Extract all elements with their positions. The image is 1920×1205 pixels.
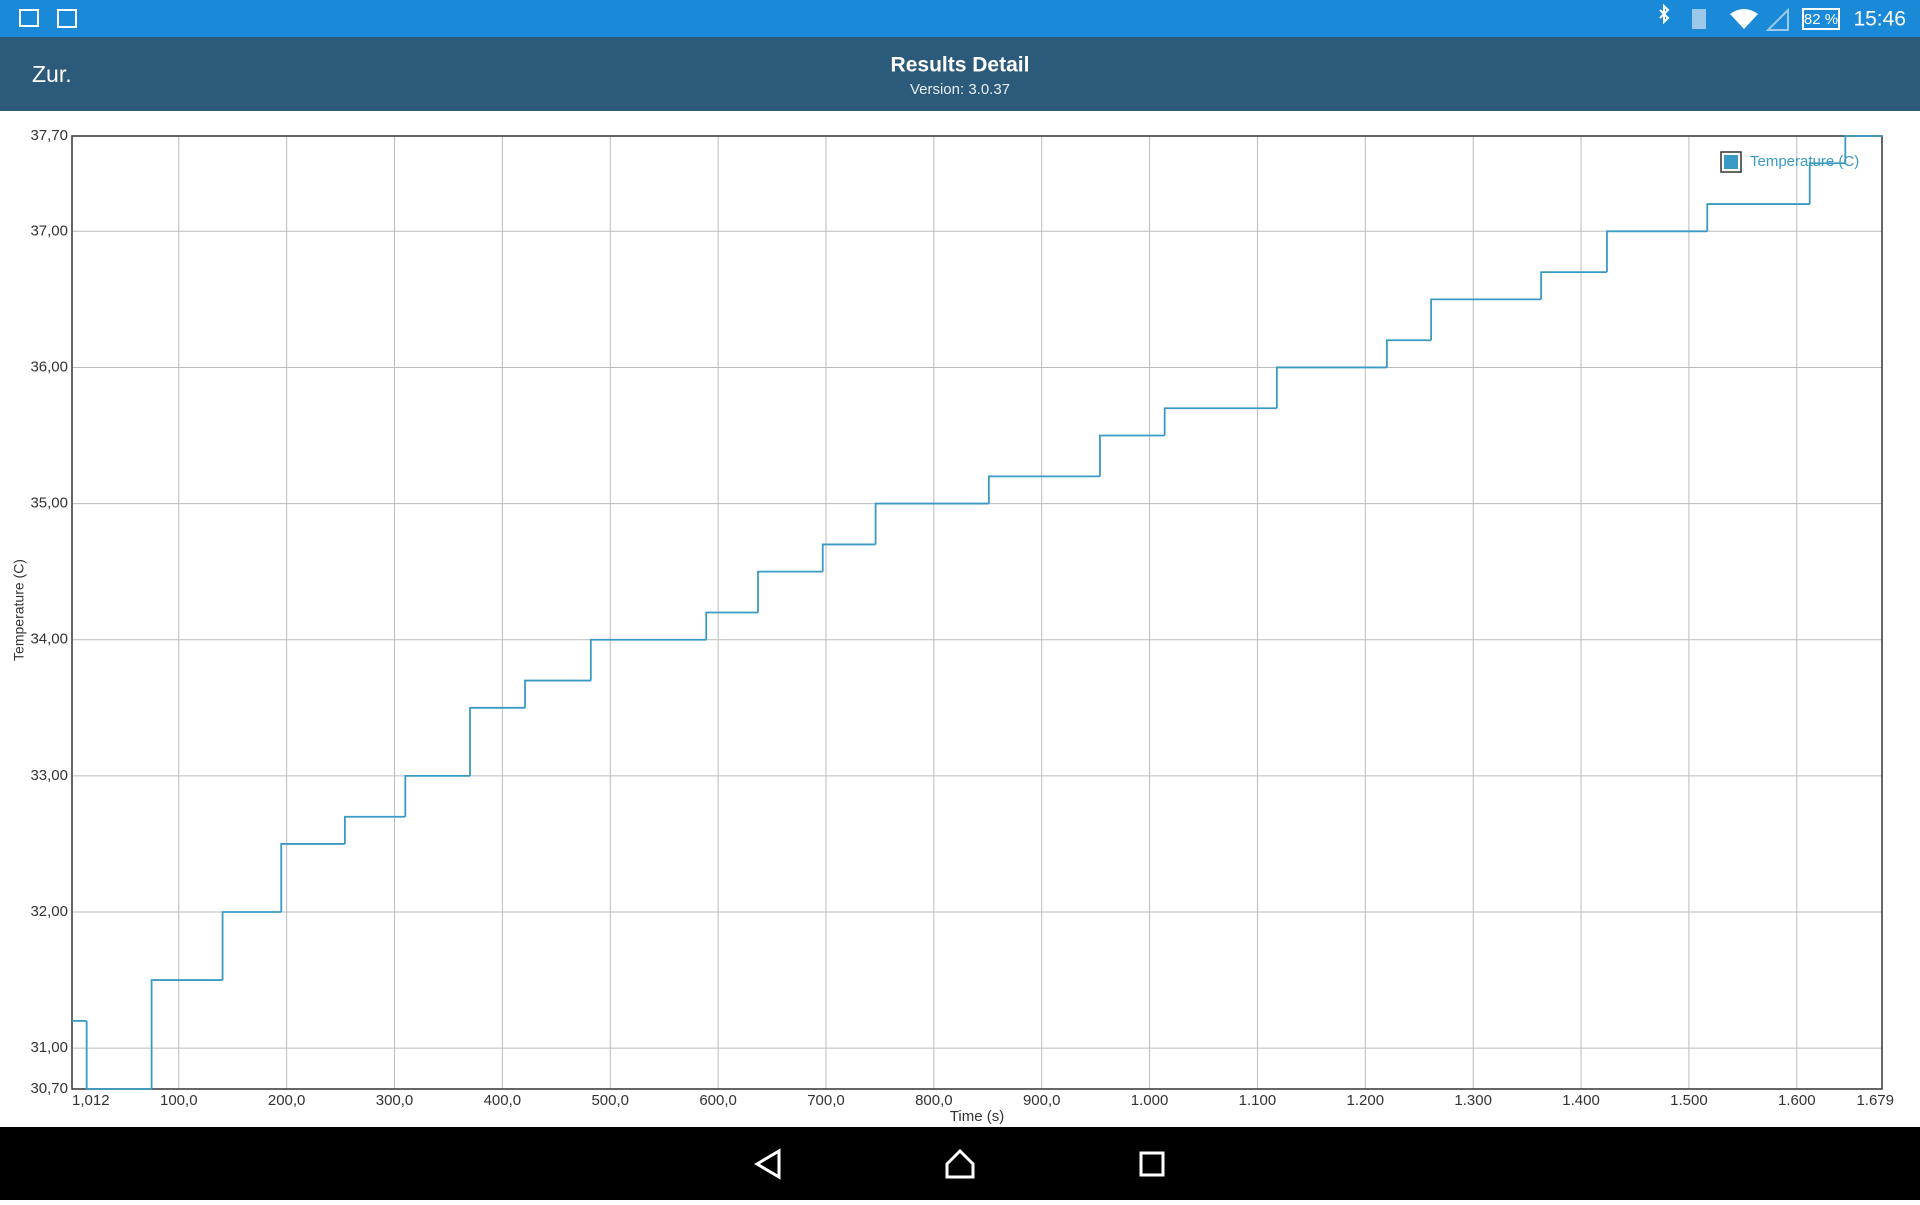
step-segment — [757, 570, 823, 613]
step-segment — [404, 774, 471, 817]
x-tick-label: 500,0 — [591, 1092, 629, 1109]
battery-icon — [1802, 8, 1840, 30]
calendar-icon — [57, 9, 77, 28]
x-axis-title: Time (s) — [950, 1108, 1004, 1125]
status-bar: 82 % 15:46 — [0, 0, 1920, 37]
step-segment — [85, 1020, 152, 1090]
step-segment — [469, 706, 526, 776]
x-tick-label: 1.500 — [1670, 1092, 1708, 1109]
x-tick-label: 1.600 — [1778, 1092, 1816, 1109]
back-button[interactable]: Zur. — [32, 61, 72, 87]
gallery-icon — [19, 9, 39, 27]
x-tick-label: 900,0 — [1023, 1092, 1061, 1109]
sim-icon — [1692, 9, 1706, 29]
x-tick-label: 100,0 — [160, 1092, 198, 1109]
x-tick-label: 300,0 — [376, 1092, 414, 1109]
y-tick-label: 31,00 — [30, 1039, 68, 1056]
status-icons: 82 % 15:46 — [19, 3, 1906, 31]
subtitle: Version: 3.0.37 — [910, 81, 1010, 98]
step-segment — [150, 979, 223, 1089]
step-segment — [343, 815, 406, 844]
x-tick-label: 1.100 — [1239, 1092, 1277, 1109]
legend-swatch-fill — [1724, 155, 1738, 169]
x-tick-label: 1,012 — [72, 1092, 110, 1109]
x-tick-label: 700,0 — [807, 1092, 845, 1109]
step-segment — [1844, 135, 1882, 164]
clock: 15:46 — [1853, 8, 1906, 31]
step-segment — [1808, 162, 1846, 205]
app-bar-content: Zur. Results Detail Version: 3.0.37 — [32, 54, 1030, 98]
x-tick-label: 400,0 — [484, 1092, 522, 1109]
step-segment — [1606, 230, 1708, 273]
step-segment — [1099, 434, 1165, 477]
step-segment — [1540, 271, 1607, 300]
plot-frame — [71, 135, 1883, 1090]
step-segment — [1163, 407, 1277, 436]
step-segment — [1430, 298, 1542, 341]
y-tick-label: 35,00 — [30, 495, 68, 512]
y-tick-label: 33,00 — [30, 767, 68, 784]
x-tick-label: 1.400 — [1562, 1092, 1600, 1109]
step-segment — [524, 679, 591, 708]
step-segment — [280, 843, 345, 913]
y-tick-label: 37,70 — [30, 127, 68, 144]
x-tick-label: 1.000 — [1131, 1092, 1169, 1109]
x-tick-label: 1.679 — [1856, 1092, 1894, 1109]
x-tick-label: 200,0 — [268, 1092, 306, 1109]
y-tick-label: 34,00 — [30, 631, 68, 648]
signal-icon — [1765, 7, 1789, 31]
nav-buttons — [754, 1148, 1165, 1180]
step-segment — [874, 502, 989, 545]
battery-level: 82 % — [1804, 11, 1838, 28]
step-segment — [821, 543, 876, 572]
recents-nav[interactable] — [1139, 1151, 1165, 1177]
y-tick-label: 30,70 — [30, 1080, 68, 1097]
y-tick-label: 36,00 — [30, 358, 68, 375]
legend-swatch — [1720, 151, 1742, 173]
x-tick-label: 600,0 — [699, 1092, 737, 1109]
step-segment — [1385, 339, 1432, 368]
step-segment — [1706, 203, 1810, 232]
y-tick-label: 32,00 — [30, 903, 68, 920]
app-bar: Zur. Results Detail Version: 3.0.37 — [0, 37, 1920, 111]
y-tick-label: 37,00 — [30, 222, 68, 239]
x-tick-label: 1.300 — [1454, 1092, 1492, 1109]
home-nav[interactable] — [945, 1148, 975, 1179]
step-segment — [705, 611, 759, 640]
wifi-icon — [1730, 9, 1758, 29]
nav-bar — [0, 1127, 1920, 1200]
step-segment — [221, 911, 282, 981]
title: Results Detail — [891, 54, 1030, 77]
legend-label: Temperature (C) — [1750, 153, 1859, 170]
back-nav[interactable] — [754, 1148, 781, 1180]
step-segment — [987, 475, 1100, 504]
chart: Temperature (C) Time (s) 30,70 31,00 32,00… — [11, 127, 1894, 1125]
x-tick-label: 1.200 — [1347, 1092, 1385, 1109]
step-segment — [1275, 366, 1387, 409]
x-tick-label: 800,0 — [915, 1092, 953, 1109]
y-axis-title: Temperature (C) — [11, 559, 27, 661]
bluetooth-icon — [1659, 3, 1670, 25]
step-segment — [589, 638, 707, 681]
